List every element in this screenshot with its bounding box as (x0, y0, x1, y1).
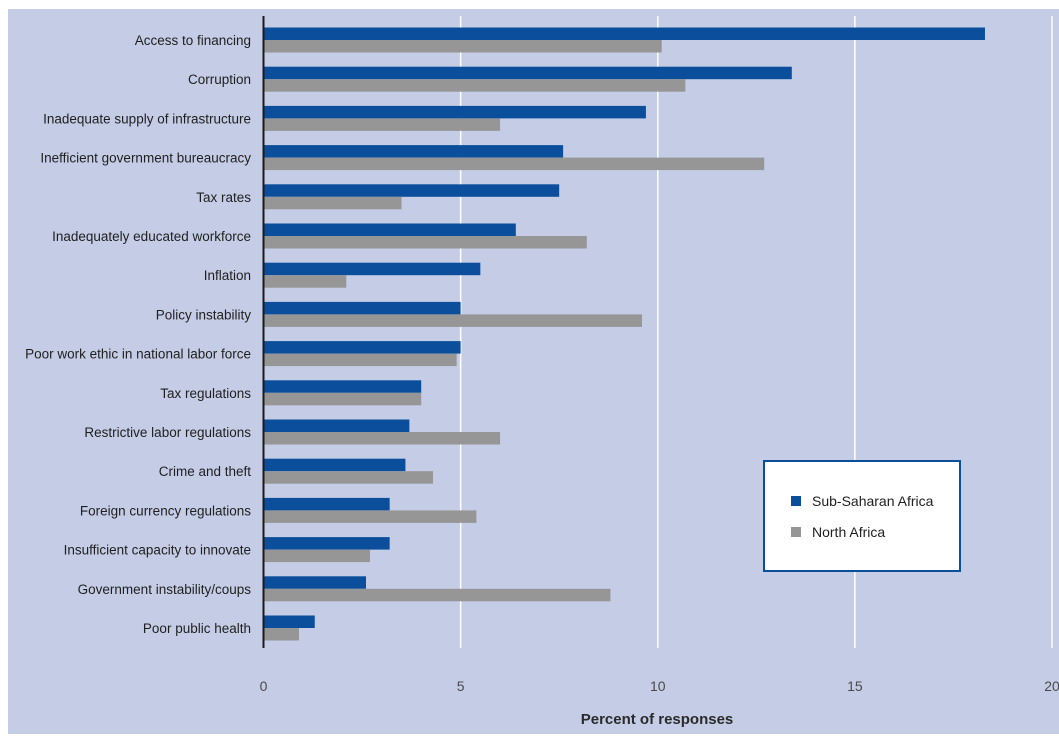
legend-swatch-north-africa (791, 527, 801, 537)
legend-label-sub-saharan-africa: Sub-Saharan Africa (812, 493, 934, 509)
x-tick-label: 0 (260, 678, 268, 694)
bar-north-africa (263, 432, 501, 445)
bar-north-africa (263, 118, 501, 131)
bar-north-africa (263, 236, 587, 249)
bar-sub-saharan-africa (263, 576, 367, 589)
bar-sub-saharan-africa (263, 184, 560, 197)
bar-north-africa (263, 471, 434, 484)
category-label: Insufficient capacity to innovate (64, 543, 251, 558)
bar-sub-saharan-africa (263, 497, 390, 511)
category-label: Inefficient government bureaucracy (40, 151, 251, 166)
legend-label-north-africa: North Africa (812, 524, 885, 540)
x-axis-title: Percent of responses (581, 711, 734, 728)
bar-sub-saharan-africa (263, 458, 406, 472)
legend: Sub-Saharan Africa North Africa (763, 460, 961, 572)
category-label: Tax regulations (160, 386, 251, 401)
bar-north-africa (263, 549, 370, 563)
bar-north-africa (263, 40, 662, 53)
category-label: Restrictive labor regulations (84, 425, 251, 440)
x-tick-label: 15 (847, 678, 863, 694)
category-label: Access to financing (135, 33, 251, 48)
bars (263, 27, 985, 641)
bar-sub-saharan-africa (263, 105, 646, 119)
bar-north-africa (263, 79, 686, 92)
category-label: Foreign currency regulations (80, 503, 251, 518)
category-label: Corruption (188, 72, 251, 87)
bar-sub-saharan-africa (263, 27, 985, 40)
x-tick-labels: 0 5 10 15 20 (260, 678, 1059, 694)
category-label: Crime and theft (159, 464, 252, 479)
bar-north-africa (263, 353, 457, 367)
bar-sub-saharan-africa (263, 380, 422, 393)
bar-sub-saharan-africa (263, 341, 461, 354)
x-tick-label: 5 (457, 678, 465, 694)
bar-north-africa (263, 392, 422, 406)
bar-north-africa (263, 157, 765, 171)
bar-north-africa (263, 510, 477, 523)
category-label: Poor work ethic in national labor force (25, 347, 251, 362)
legend-swatch-sub-saharan-africa (791, 496, 801, 506)
bar-sub-saharan-africa (263, 223, 516, 236)
category-label: Tax rates (196, 190, 251, 205)
bar-north-africa (263, 628, 299, 641)
bar-sub-saharan-africa (263, 145, 564, 158)
category-label: Inadequate supply of infrastructure (43, 111, 251, 126)
bar-sub-saharan-africa (263, 419, 410, 432)
bar-north-africa (263, 196, 402, 210)
bar-north-africa (263, 588, 611, 602)
bar-north-africa (263, 314, 642, 327)
category-label: Inadequately educated workforce (52, 229, 251, 244)
bar-sub-saharan-africa (263, 262, 481, 276)
category-label: Government instability/coups (78, 582, 252, 597)
bar-sub-saharan-africa (263, 537, 390, 550)
bar-sub-saharan-africa (263, 301, 461, 315)
category-label: Inflation (204, 268, 251, 283)
bar-sub-saharan-africa (263, 615, 315, 628)
category-label: Policy instability (156, 307, 252, 322)
bar-north-africa (263, 275, 347, 288)
x-tick-label: 10 (650, 678, 666, 694)
category-label: Poor public health (143, 621, 251, 636)
plot-background (8, 9, 1059, 734)
bar-sub-saharan-africa (263, 66, 792, 80)
category-labels: Access to financing Corruption Inadequate … (25, 33, 251, 636)
x-tick-label: 20 (1044, 678, 1059, 694)
legend-box (763, 460, 961, 572)
